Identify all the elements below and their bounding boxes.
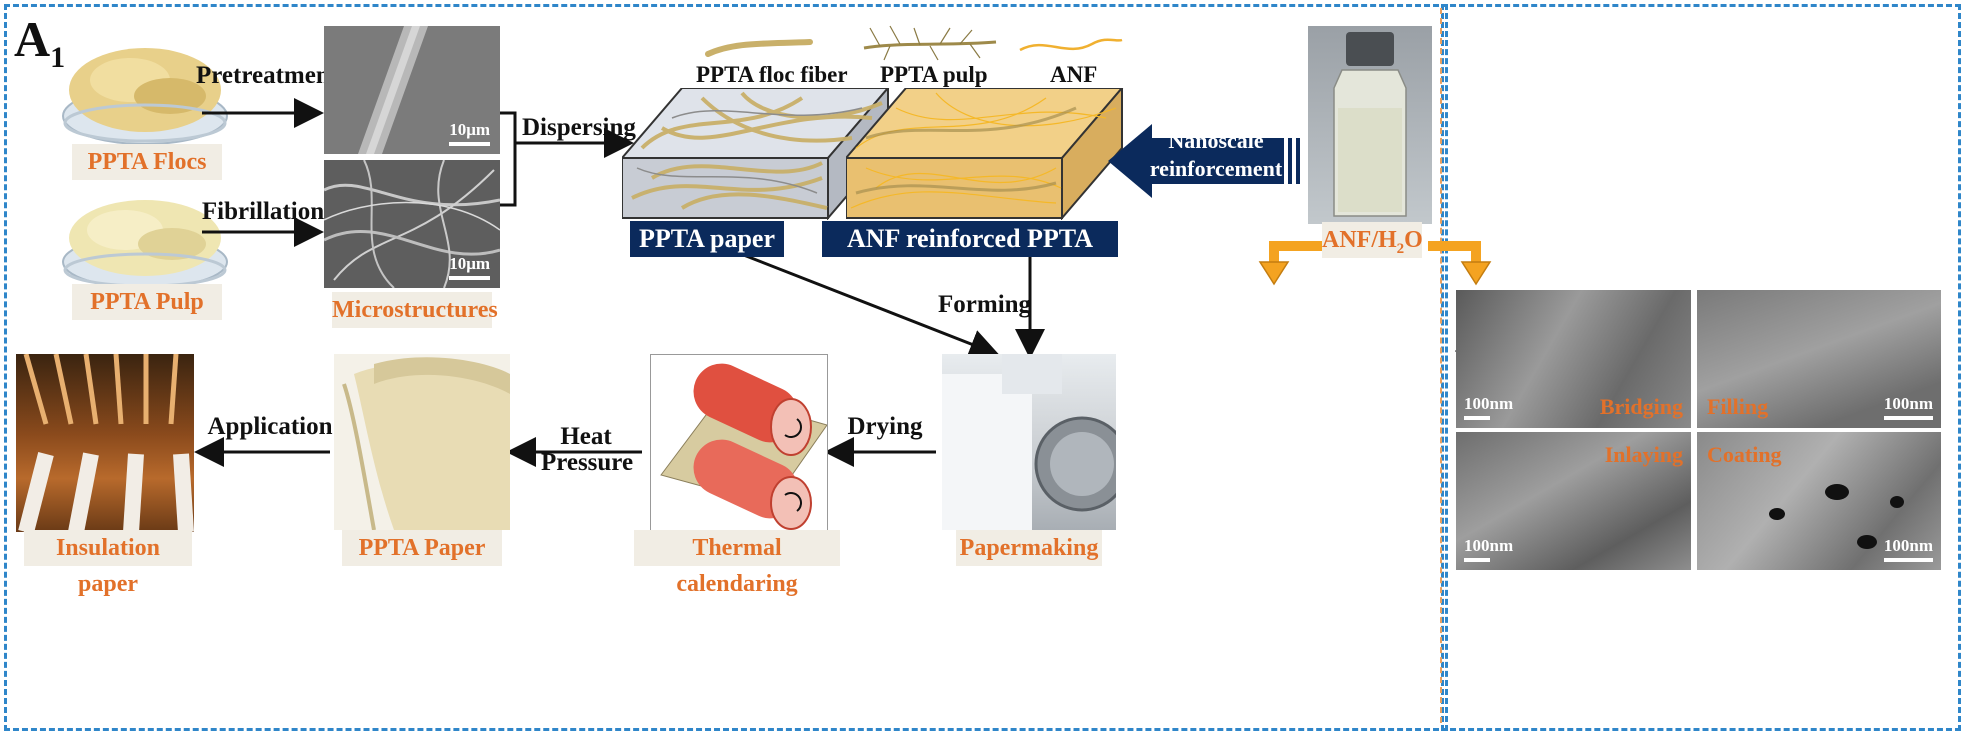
- panel-a2-frame: [1441, 4, 1961, 731]
- divider-line: [1440, 8, 1442, 723]
- papermaking-label: Papermaking: [956, 530, 1102, 566]
- floc-fiber-icon: [705, 39, 813, 57]
- anf-paper-label: ANF reinforced PPTA paper: [822, 221, 1118, 289]
- ppta-paper-roll-image: [334, 354, 510, 530]
- sem-floc-image: 10μm: [324, 26, 500, 154]
- legend-floc-fiber: PPTA floc fiber: [696, 62, 848, 87]
- thermal-calendaring-image: [650, 354, 828, 532]
- scale-bar-bridging: 100nm: [1464, 394, 1513, 420]
- thermal-calendaring-label: Thermal calendaring: [634, 530, 840, 597]
- anf-icon: [1019, 38, 1123, 52]
- nanoscale-arrow: [1108, 124, 1300, 198]
- sem-inlaying-image: 100nm Inlaying: [1456, 432, 1691, 570]
- application-label: Application: [207, 413, 333, 440]
- dispersing-label: Dispersing: [522, 114, 636, 141]
- ppta-pulp-image: [60, 192, 230, 292]
- filling-label: Filling: [1707, 394, 1769, 419]
- nanoscale-label-1: Nanoscale: [1168, 128, 1264, 153]
- microstructures-label: Microstructures: [332, 292, 498, 328]
- panel-label-a1: A1: [14, 11, 66, 74]
- bridging-label: Bridging: [1599, 394, 1683, 419]
- legend-anf: ANF: [1050, 62, 1098, 87]
- ppta-paper-label: PPTA paper: [630, 221, 784, 257]
- scale-bar-pulp: 10μm: [449, 254, 490, 280]
- anf-h2o-label: ANF/H2O: [1322, 222, 1423, 258]
- coating-label: Coating: [1707, 442, 1782, 467]
- anf-bottle-image: [1308, 26, 1432, 224]
- sem-coating-image: 100nm Coating: [1697, 432, 1941, 570]
- anf-paper-block: [846, 88, 1124, 220]
- scale-bar-floc: 10μm: [449, 120, 490, 146]
- legend-pulp: PPTA pulp: [880, 62, 988, 87]
- sem-filling-image: 100nm Filling: [1697, 290, 1941, 428]
- fibrillation-label: Fibrillation: [201, 198, 325, 225]
- papermaking-image: [942, 354, 1116, 530]
- scale-bar-inlaying: 100nm: [1464, 536, 1513, 562]
- scale-bar-coating: 100nm: [1883, 536, 1933, 562]
- pressure-label: Pressure: [540, 449, 634, 476]
- orange-split-arrows: [1258, 241, 1492, 286]
- heat-label: Heat: [560, 423, 612, 450]
- sem-bridging-image: 100nm Bridging: [1456, 290, 1691, 428]
- ppta-flocs-label: PPTA Flocs: [72, 144, 222, 180]
- inlaying-label: Inlaying: [1604, 442, 1683, 467]
- insulation-paper-label: Insulation paper: [24, 530, 192, 597]
- scale-bar-filling: 100nm: [1883, 394, 1933, 420]
- ppta-flocs-image: [60, 38, 230, 148]
- ppta-paper-product-label: PPTA Paper: [342, 530, 502, 566]
- ppta-paper-block: [622, 88, 890, 220]
- forming-label: Forming: [938, 291, 1032, 318]
- pulp-icon: [863, 25, 997, 61]
- drying-label: Drying: [847, 413, 923, 440]
- nanoscale-label-2: reinforcement: [1149, 156, 1283, 181]
- insulation-paper-image: [16, 354, 194, 532]
- panel-a1-frame: [4, 4, 1448, 731]
- ppta-pulp-label: PPTA Pulp: [72, 284, 222, 320]
- pretreatment-label: Pretreatment: [196, 62, 339, 89]
- sem-pulp-image: 10μm: [324, 160, 500, 288]
- process-arrows: [194, 98, 1045, 467]
